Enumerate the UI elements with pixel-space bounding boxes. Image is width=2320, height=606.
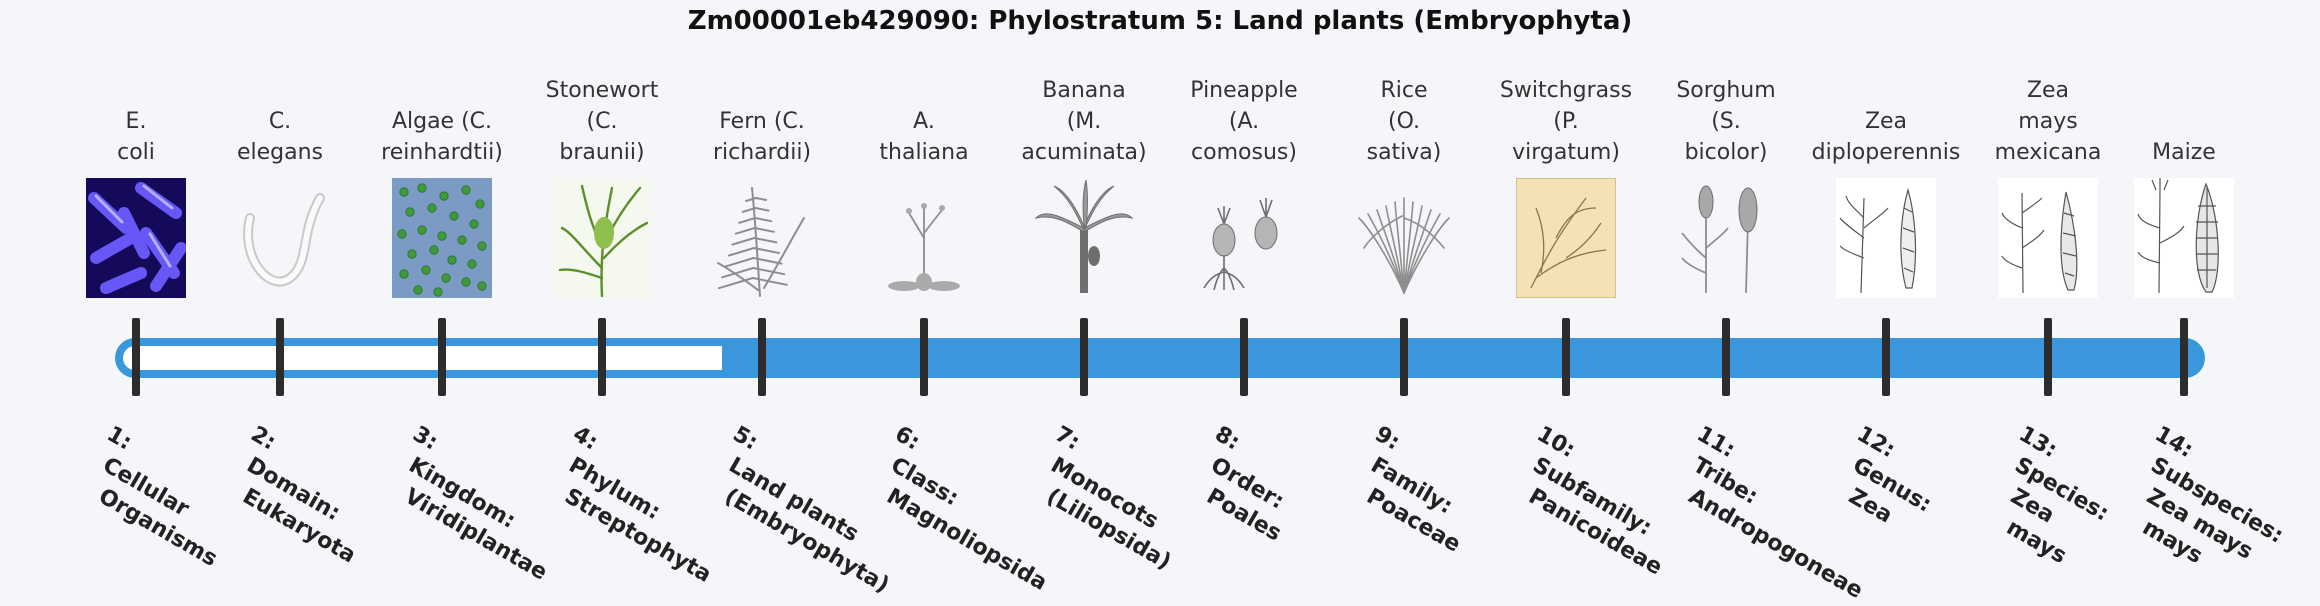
- species-name-line: thaliana: [879, 140, 969, 165]
- stratum-label: 14: Subspecies: Zea mays mays: [2106, 420, 2311, 605]
- stratum-label: 8: Order: Poales: [1181, 420, 1372, 580]
- species-name-line: Rice: [1380, 78, 1428, 103]
- species-name-line: Stonewort: [545, 78, 659, 103]
- species-name-line: diploperennis: [1811, 140, 1961, 165]
- species-name-line: (A.: [1228, 109, 1260, 134]
- zea-mexicana-icon: [1998, 178, 2098, 298]
- stratum-label: 11: Tribe: Andropogoneae: [1663, 420, 1867, 604]
- timeline-tick: [2180, 318, 2188, 396]
- switchgrass-illustration-icon: [1516, 178, 1616, 298]
- species-name-line: E.: [125, 109, 147, 134]
- stonewort-icon: [552, 178, 652, 298]
- banana-plant-icon: [1034, 178, 1134, 298]
- nematode-icon: [230, 178, 330, 298]
- species-name-line: mays: [2018, 109, 2078, 134]
- rice-plant-icon: [1354, 178, 1454, 298]
- stratum-label: 5: Land plants (Embryophyta): [699, 420, 893, 598]
- species-name: Zea diploperennis: [1806, 106, 1966, 168]
- timeline-tick: [920, 318, 928, 396]
- species-name: Sorghum (S. bicolor): [1646, 75, 1806, 168]
- species-name-line: Algae (C.: [391, 109, 493, 134]
- stratum-label: 7: Monocots (Liliopsida): [1021, 420, 1212, 580]
- timeline-tick: [276, 318, 284, 396]
- species-name-line: Fern (C.: [719, 109, 805, 134]
- species-name-line: (S.: [1711, 109, 1741, 134]
- algae-cells-icon: [392, 178, 492, 298]
- maize-icon: [2134, 178, 2234, 298]
- species-name-line: mexicana: [1994, 140, 2102, 165]
- timeline-tick: [1562, 318, 1570, 396]
- sorghum-icon: [1676, 178, 1776, 298]
- species-name: Rice (O. sativa): [1324, 75, 1484, 168]
- species-name-line: (P.: [1553, 109, 1579, 134]
- species-name-line: A.: [913, 109, 935, 134]
- species-name-line: reinhardtii): [381, 140, 503, 165]
- arabidopsis-icon: [874, 178, 974, 298]
- ecoli-micrograph-icon: [86, 178, 186, 298]
- species-name: Zea mays mexicana: [1968, 75, 2128, 168]
- zea-diploperennis-icon: [1836, 178, 1936, 298]
- species-name-line: sativa): [1366, 140, 1442, 165]
- species-name: Pineapple (A. comosus): [1164, 75, 1324, 168]
- pineapple-icon: [1194, 178, 1294, 298]
- species-name: Maize: [2104, 137, 2264, 168]
- species-name: Fern (C. richardii): [682, 106, 842, 168]
- species-name-line: virgatum): [1512, 140, 1620, 165]
- species-name-line: Switchgrass: [1499, 78, 1633, 103]
- species-name-line: braunii): [559, 140, 645, 165]
- species-name-line: C.: [268, 109, 292, 134]
- page-title: Zm00001eb429090: Phylostratum 5: Land pl…: [687, 6, 1633, 36]
- species-name-line: comosus): [1191, 140, 1297, 165]
- species-name: E. coli: [56, 106, 216, 168]
- timeline-tick: [1722, 318, 1730, 396]
- stratum-label: 6: Class: Magnoliopsida: [861, 420, 1052, 596]
- species-name: Banana (M. acuminata): [1004, 75, 1164, 168]
- species-name: C. elegans: [200, 106, 360, 168]
- species-name-line: acuminata): [1021, 140, 1147, 165]
- species-name-line: Pineapple: [1190, 78, 1298, 103]
- species-name-line: (C.: [586, 109, 618, 134]
- species-name-line: coli: [117, 140, 155, 165]
- species-name-line: (O.: [1387, 109, 1420, 134]
- stratum-label: 10: Subfamily: Panicoideae: [1503, 420, 1694, 581]
- species-name-line: Sorghum: [1676, 78, 1776, 103]
- species-name-line: Zea: [2026, 78, 2070, 103]
- species-name: Switchgrass (P. virgatum): [1486, 75, 1646, 168]
- species-name-line: (M.: [1066, 109, 1102, 134]
- timeline-tick: [598, 318, 606, 396]
- timeline-unfilled-segment: [123, 346, 722, 370]
- species-name-line: Zea: [1864, 109, 1908, 134]
- species-name-line: Banana: [1042, 78, 1126, 103]
- timeline-tick: [132, 318, 140, 396]
- timeline-tick: [1080, 318, 1088, 396]
- stratum-label: 2: Domain: Eukaryota: [217, 420, 408, 580]
- species-name: Algae (C. reinhardtii): [362, 106, 522, 168]
- species-name-line: Maize: [2152, 140, 2216, 165]
- species-name: Stonewort (C. braunii): [522, 75, 682, 168]
- species-name-line: elegans: [236, 140, 324, 165]
- stratum-label: 4: Phylum: Streptophyta: [539, 420, 730, 588]
- species-name-line: richardii): [712, 140, 812, 165]
- timeline-tick: [1882, 318, 1890, 396]
- timeline-tick: [1400, 318, 1408, 396]
- stratum-label: 3: Kingdom: Viridiplantae: [379, 420, 570, 586]
- timeline-tick: [438, 318, 446, 396]
- timeline-tick: [758, 318, 766, 396]
- stratum-label: 9: Family: Poaceae: [1341, 420, 1532, 580]
- fern-icon: [712, 178, 812, 298]
- timeline-tick: [1240, 318, 1248, 396]
- timeline-tick: [2044, 318, 2052, 396]
- species-name: A. thaliana: [844, 106, 1004, 168]
- species-name-line: bicolor): [1684, 140, 1768, 165]
